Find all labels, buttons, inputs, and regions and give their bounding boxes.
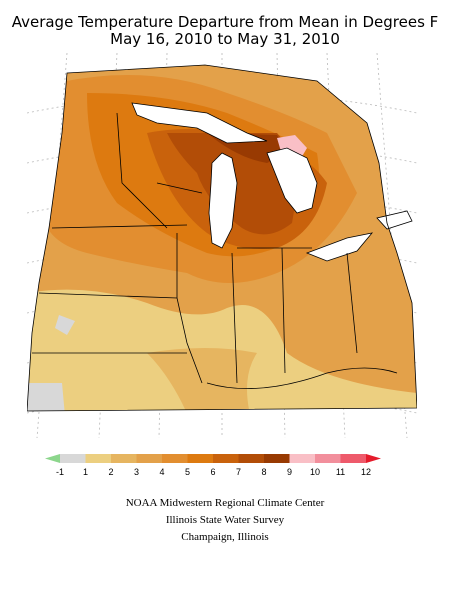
legend-high-arrow: [366, 454, 381, 463]
legend-tick-label: 2: [108, 467, 113, 477]
legend-tick-label: 7: [236, 467, 241, 477]
legend-swatch: [315, 454, 341, 463]
border-ohio-pennsylvania: [346, 252, 358, 354]
border-ohio-river: [206, 367, 398, 389]
border-illinois-west: [176, 233, 203, 384]
lake-huron: [266, 147, 318, 214]
great-lakes: [131, 102, 413, 262]
border-iowa-missouri: [38, 292, 178, 299]
legend-swatch: [289, 454, 315, 463]
legend-tick-label: 1: [83, 467, 88, 477]
legend-tick-label: -1: [56, 467, 64, 477]
credit-organization: NOAA Midwestern Regional Climate Center: [125, 497, 325, 509]
temperature-departure-map: [27, 53, 417, 438]
legend-tick-label: 5: [185, 467, 190, 477]
state-borders: [27, 64, 417, 412]
credit-location: Champaign, Illinois: [181, 531, 269, 543]
legend-swatch: [238, 454, 264, 463]
legend-tick-label: 9: [287, 467, 292, 477]
legend-low-arrow: [45, 454, 60, 463]
legend-swatch: [136, 454, 162, 463]
map-title: Average Temperature Departure from Mean …: [11, 13, 439, 31]
credit-survey: Illinois State Water Survey: [165, 514, 285, 526]
lake-ontario: [376, 210, 413, 230]
map-date-range: May 16, 2010 to May 31, 2010: [110, 30, 340, 48]
legend-tick-label: 11: [336, 467, 345, 477]
legend-swatch: [111, 454, 137, 463]
border-illinois-indiana: [231, 252, 238, 384]
legend-swatch: [340, 454, 366, 463]
border-indiana-ohio: [281, 247, 286, 374]
legend-swatch: [187, 454, 213, 463]
legend-tick-label: 3: [134, 467, 139, 477]
region-outline: [27, 64, 417, 412]
legend-swatch: [162, 454, 188, 463]
border-wisconsin-michigan: [156, 182, 203, 194]
border-minnesota-wisconsin: [116, 112, 168, 229]
legend-tick-label: 10: [310, 467, 320, 477]
lake-superior: [131, 102, 268, 144]
legend-swatch: [213, 454, 239, 463]
legend-tick-label: 12: [361, 467, 371, 477]
lake-michigan: [208, 152, 238, 249]
legend-swatch: [85, 454, 111, 463]
color-legend: -1 1 2 3 4 5 6 7 8 9 10 11 12: [45, 454, 381, 477]
lake-erie: [305, 232, 374, 262]
legend-tick-label: 4: [159, 467, 164, 477]
legend-tick-label: 6: [210, 467, 215, 477]
legend-swatch: [264, 454, 290, 463]
legend-tick-label: 8: [261, 467, 266, 477]
legend-swatch: [60, 454, 86, 463]
